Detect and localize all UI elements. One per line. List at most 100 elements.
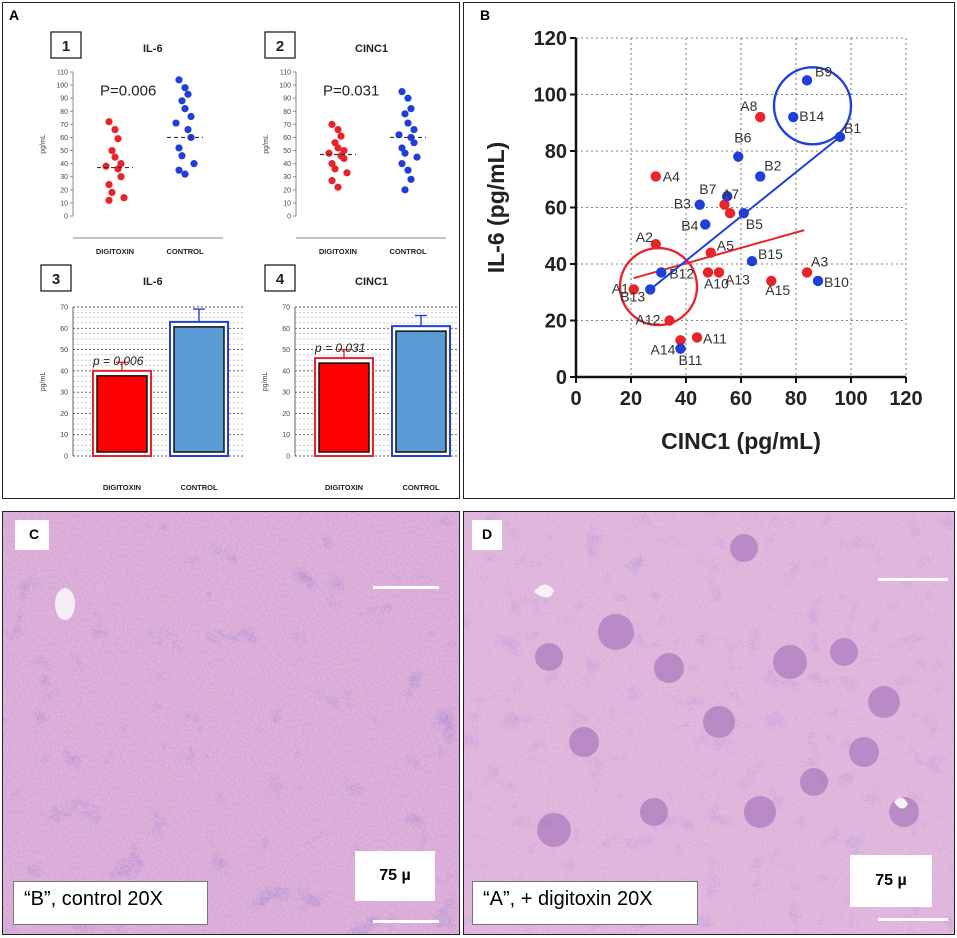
x-tick-label: CONTROL [389,247,426,256]
x-tick-label: 0 [570,388,581,410]
y-tick-label: 80 [545,141,567,163]
data-point [334,144,342,152]
x-tick-label: 100 [834,388,867,410]
y-tick-label: 20 [60,187,68,194]
data-point [702,267,714,278]
point-label: B5 [746,216,763,232]
y-tick-label: 70 [283,122,291,129]
p-value: P=0.006 [100,83,156,100]
point-label: A5 [717,238,734,254]
data-point [334,126,342,134]
point-label: B4 [681,217,698,233]
y-tick-label: 20 [545,311,567,333]
point-label: A14 [651,341,676,357]
data-point [111,153,119,161]
y-tick-label: 40 [60,161,68,168]
y-tick-label: 50 [283,148,291,155]
data-point [114,135,122,143]
chart-number: 1 [62,38,70,55]
panel-a-label: A [9,7,20,23]
bar [173,326,225,453]
data-point [834,131,846,143]
data-point [108,188,116,197]
data-point [398,160,406,168]
correlation-scatter: 0 20 40 60 80 100 120 0 20 40 60 80 100 120 CINC1 (pg/… [483,28,923,454]
x-axis-label: CINC1 (pg/mL) [661,428,821,454]
data-point [650,239,661,250]
point-label: A7 [722,186,739,202]
chart-2: 2 CINC1 0 10 20 30 40 50 60 70 80 90 100 110 pg/mL DIGI… [263,31,446,256]
point-label: B1 [844,120,861,136]
y-tick-label: 50 [60,148,68,155]
data-point [175,76,183,84]
bar [395,330,447,453]
data-point [184,90,192,98]
data-point [105,118,113,126]
x-tick-label: 60 [730,388,752,410]
chart-3: 3 IL-6 0 10 20 30 40 50 60 70 pg/mL DIGITOXIN CONTRO… [40,264,243,492]
x-tick-label: 20 [620,388,642,410]
chart-4: 4 CINC1 0 10 20 30 40 50 60 70 pg/mL DIGITOXIN CONTR… [262,264,459,492]
point-label: B10 [824,274,849,290]
data-point [713,267,725,278]
panel-b-chart: 0 20 40 60 80 100 120 0 20 40 60 80 100 120 CINC1 (pg/… [483,28,923,454]
data-point [334,183,342,191]
y-tick-label: 20 [60,411,68,418]
data-point [694,199,705,210]
data-point [331,165,339,173]
data-point [343,169,351,177]
data-point [404,166,412,174]
data-point [656,267,667,278]
data-point [719,199,730,210]
data-point [404,119,412,127]
y-tick-label: 0 [64,454,68,461]
data-point [328,160,336,168]
chart-number-box [264,264,296,292]
data-point [724,207,736,219]
data-point [645,284,656,295]
data-point [328,120,336,128]
y-tick-label: 40 [60,368,68,375]
chart-number-box [40,264,72,292]
y-tick-label: 30 [283,174,291,181]
data-point [178,152,186,160]
data-point [181,84,189,92]
data-point [410,139,418,147]
data-point [404,94,412,102]
point-label: B9 [815,63,832,79]
data-point [755,111,766,123]
chart-number: 4 [276,271,285,288]
y-tick-label: 90 [283,96,291,103]
bar [96,375,148,453]
panel-c: C 75 µ “B”, control 20X [2,511,460,935]
y-tick-label: 0 [64,214,68,221]
x-tick-label: CONTROL [180,483,217,492]
point-label: B7 [699,181,716,197]
chart-title: CINC1 [355,43,388,55]
y-tick-label: 10 [282,432,290,439]
panel-c-label: C [15,520,50,550]
x-tick-label: 120 [889,388,922,410]
data-point [325,149,333,157]
data-point [117,173,125,181]
p-value: p = 0.031 [314,341,365,355]
data-point [187,112,195,121]
y-tick-label: 70 [282,305,290,312]
data-point [105,180,113,189]
data-point [766,275,777,287]
photo-caption: “A”, + digitoxin 20X [472,881,698,925]
y-tick-label: 100 [279,83,291,90]
data-point [628,284,639,295]
y-tick-label: 40 [282,368,290,375]
data-point [178,97,186,105]
y-tick-label: 30 [282,390,290,397]
data-point [407,175,415,183]
data-point [337,132,345,140]
x-tick-label: 40 [675,388,697,410]
point-label: A8 [740,98,757,114]
data-point [722,191,733,202]
chart-number: 2 [276,38,284,55]
chart-1: 1 IL-6 0 10 20 30 40 50 60 70 80 90 100 110 pg/mL DIGIT… [40,31,223,256]
chart-number-box [50,31,82,59]
chart-title: IL-6 [143,43,163,55]
